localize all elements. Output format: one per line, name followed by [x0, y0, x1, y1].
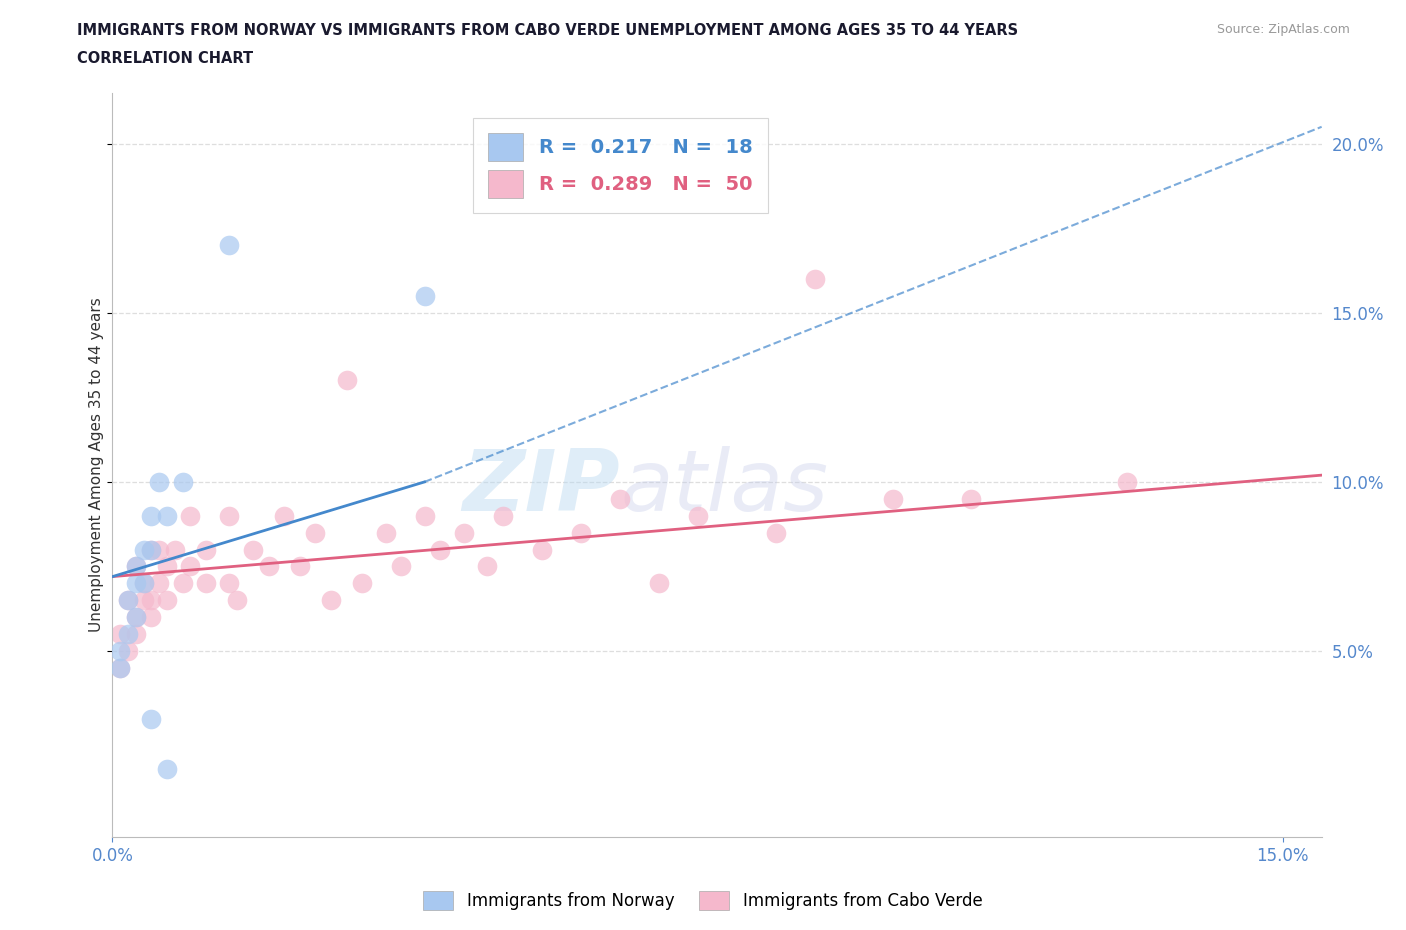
Point: [132, 576, 155, 591]
Point: [132, 576, 155, 591]
Point: [257, 559, 280, 574]
Point: [647, 576, 669, 591]
Point: [226, 592, 249, 607]
Point: [172, 474, 194, 489]
Point: [352, 576, 374, 591]
Point: [389, 559, 412, 574]
Point: [959, 491, 981, 506]
Point: [125, 559, 148, 574]
Point: [765, 525, 787, 540]
Point: [569, 525, 592, 540]
Point: [429, 542, 451, 557]
Text: Source: ZipAtlas.com: Source: ZipAtlas.com: [1216, 23, 1350, 36]
Point: [335, 373, 357, 388]
Point: [218, 576, 240, 591]
Point: [148, 542, 170, 557]
Point: [413, 288, 436, 303]
Point: [148, 576, 170, 591]
Legend: Immigrants from Norway, Immigrants from Cabo Verde: Immigrants from Norway, Immigrants from …: [416, 884, 990, 917]
Point: [609, 491, 631, 506]
Point: [453, 525, 475, 540]
Text: IMMIGRANTS FROM NORWAY VS IMMIGRANTS FROM CABO VERDE UNEMPLOYMENT AMONG AGES 35 : IMMIGRANTS FROM NORWAY VS IMMIGRANTS FRO…: [77, 23, 1018, 38]
Point: [132, 592, 155, 607]
Point: [125, 576, 148, 591]
Point: [141, 542, 163, 557]
Point: [117, 592, 139, 607]
Point: [110, 660, 132, 675]
Point: [374, 525, 396, 540]
Point: [110, 644, 132, 658]
Text: CORRELATION CHART: CORRELATION CHART: [77, 51, 253, 66]
Point: [1115, 474, 1137, 489]
Text: ZIP: ZIP: [463, 445, 620, 529]
Point: [803, 272, 825, 286]
Point: [125, 610, 148, 625]
Point: [413, 509, 436, 524]
Point: [319, 592, 342, 607]
Point: [491, 509, 513, 524]
Point: [156, 559, 179, 574]
Point: [117, 627, 139, 642]
Point: [218, 509, 240, 524]
Point: [195, 576, 218, 591]
Point: [125, 559, 148, 574]
Point: [530, 542, 553, 557]
Point: [141, 509, 163, 524]
Point: [156, 509, 179, 524]
Point: [172, 576, 194, 591]
Point: [686, 509, 709, 524]
Y-axis label: Unemployment Among Ages 35 to 44 years: Unemployment Among Ages 35 to 44 years: [89, 298, 104, 632]
Point: [156, 762, 179, 777]
Point: [242, 542, 264, 557]
Text: atlas: atlas: [620, 445, 828, 529]
Point: [117, 592, 139, 607]
Point: [141, 610, 163, 625]
Point: [110, 660, 132, 675]
Point: [273, 509, 295, 524]
Point: [125, 610, 148, 625]
Legend: R =  0.217   N =  18, R =  0.289   N =  50: R = 0.217 N = 18, R = 0.289 N = 50: [472, 117, 768, 214]
Point: [156, 592, 179, 607]
Point: [132, 542, 155, 557]
Point: [882, 491, 904, 506]
Point: [141, 592, 163, 607]
Point: [475, 559, 498, 574]
Point: [117, 644, 139, 658]
Point: [288, 559, 311, 574]
Point: [218, 238, 240, 253]
Point: [179, 559, 201, 574]
Point: [195, 542, 218, 557]
Point: [304, 525, 326, 540]
Point: [148, 474, 170, 489]
Point: [110, 627, 132, 642]
Point: [179, 509, 201, 524]
Point: [141, 711, 163, 726]
Point: [141, 542, 163, 557]
Point: [125, 627, 148, 642]
Point: [163, 542, 186, 557]
